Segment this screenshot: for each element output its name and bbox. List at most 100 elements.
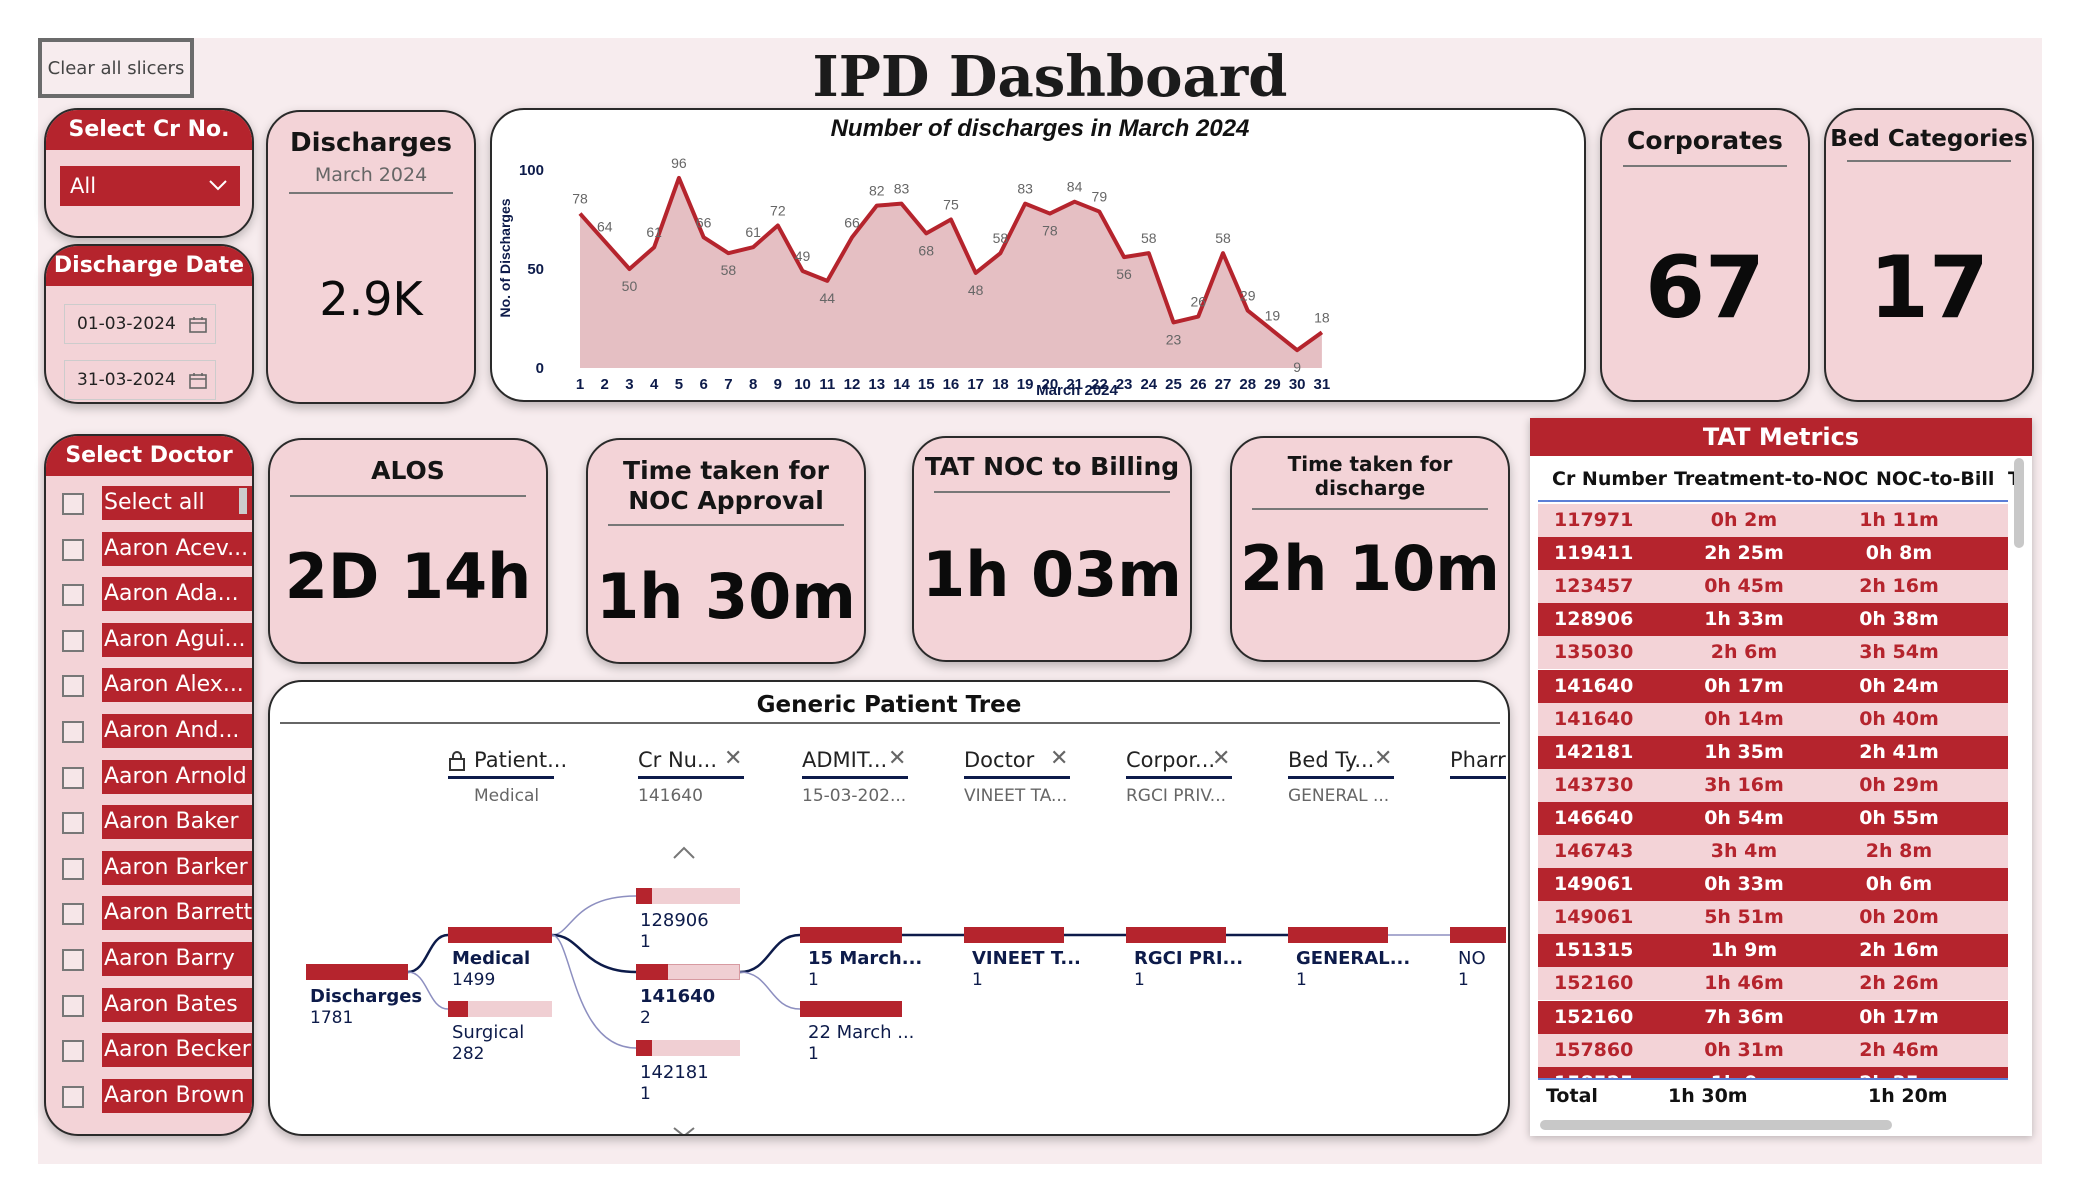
tree-node-bar[interactable] — [800, 927, 902, 943]
checkbox[interactable] — [62, 1085, 84, 1108]
tat-col-cr[interactable]: Cr Number — [1552, 468, 1668, 490]
table-row[interactable]: 149061 0h 33m 0h 6m — [1538, 868, 2008, 902]
tree-node-adm2-value: 1 — [808, 1044, 819, 1064]
tat-col-noc[interactable]: Treatment-to-NOC — [1674, 468, 1869, 490]
table-row[interactable]: 149061 5h 51m 0h 20m — [1538, 901, 2008, 935]
doctor-option[interactable]: Aaron Arnold — [46, 759, 252, 794]
table-row[interactable]: 141640 0h 17m 0h 24m — [1538, 669, 2008, 703]
table-row[interactable]: 141640 0h 14m 0h 40m — [1538, 702, 2008, 736]
chevron-down-icon[interactable] — [672, 1126, 696, 1136]
tree-node-bar[interactable] — [1288, 927, 1388, 943]
checkbox[interactable] — [62, 584, 84, 607]
tree-col-bed[interactable]: Bed Ty... — [1288, 748, 1375, 772]
checkbox[interactable] — [62, 949, 84, 971]
end-date-input[interactable]: 31-03-2024 — [64, 360, 216, 400]
doctor-option[interactable]: Aaron Barker — [46, 850, 252, 885]
table-row[interactable]: 128906 1h 33m 0h 38m — [1538, 603, 2008, 637]
tat-cell-noc: 5h 51m — [1704, 906, 1784, 929]
tree-col-patient[interactable]: Patient... — [474, 748, 568, 772]
tat-metrics-table: TAT Metrics Cr Number Treatment-to-NOC N… — [1530, 418, 2032, 1136]
tat-horizontal-scrollbar[interactable] — [1540, 1120, 1892, 1130]
doctor-option[interactable]: Aaron Bates — [46, 987, 252, 1022]
doctor-option[interactable]: Aaron Becker — [46, 1033, 252, 1068]
tree-node-bar[interactable] — [636, 1040, 652, 1056]
tree-node-cr3-value: 1 — [640, 1084, 651, 1104]
tat-cell-bill: 2h 46m — [1859, 1038, 1939, 1061]
clear-slicers-button[interactable]: Clear all slicers — [38, 38, 194, 98]
table-row[interactable]: 157860 0h 31m 2h 46m — [1538, 1033, 2008, 1067]
tree-node-bar[interactable] — [636, 888, 652, 904]
corporates-card: Corporates 67 — [1600, 108, 1810, 402]
close-icon[interactable]: ✕ — [1374, 746, 1393, 771]
doctor-option[interactable]: Aaron Ada... — [46, 577, 252, 612]
tree-col-admit[interactable]: ADMIT... — [802, 748, 888, 772]
table-row[interactable]: 158525 1h 0m2h 35m — [1538, 1066, 2008, 1078]
tree-node-bar[interactable] — [1126, 927, 1226, 943]
close-icon[interactable]: ✕ — [724, 746, 743, 771]
table-row[interactable]: 135030 2h 6m 3h 54m — [1538, 636, 2008, 670]
doctor-option[interactable]: Aaron Brown — [46, 1078, 252, 1113]
chart-x-tick: 15 — [918, 376, 935, 393]
date-slicer-title: Discharge Date — [46, 246, 252, 286]
tree-node-bar[interactable] — [636, 964, 668, 980]
doctor-list-scrollbar[interactable] — [239, 488, 247, 514]
table-row[interactable]: 151315 1h 9m 2h 16m — [1538, 934, 2008, 968]
tree-node-bar[interactable] — [800, 1001, 902, 1017]
checkbox[interactable] — [62, 857, 84, 880]
tree-node-bar[interactable] — [448, 927, 552, 943]
table-row[interactable]: 123457 0h 45m 2h 16m — [1538, 570, 2008, 604]
close-icon[interactable]: ✕ — [1212, 746, 1231, 771]
doctor-option[interactable]: Aaron And... — [46, 714, 252, 748]
table-row[interactable]: 152160 7h 36m 0h 17m — [1538, 1000, 2008, 1034]
checkbox[interactable] — [62, 766, 84, 789]
table-row[interactable]: 146743 3h 4m 2h 8m — [1538, 835, 2008, 868]
doctor-option[interactable]: Aaron Agui... — [46, 622, 252, 657]
checkbox[interactable] — [62, 675, 84, 698]
tree-col-pharmacy[interactable]: Pharr — [1450, 748, 1506, 772]
checkbox[interactable] — [62, 903, 84, 926]
checkbox[interactable] — [62, 812, 84, 835]
tree-node-bar[interactable] — [448, 1001, 468, 1017]
tree-node-bar[interactable] — [964, 927, 1064, 943]
tree-col-cr[interactable]: Cr Nu... — [638, 748, 718, 772]
tree-col-corporate[interactable]: Corpor... — [1126, 748, 1216, 772]
close-icon[interactable]: ✕ — [888, 746, 907, 771]
cr-dropdown[interactable]: All — [60, 166, 240, 206]
table-row[interactable]: 117971 0h 2m 1h 11m — [1538, 504, 2008, 537]
tree-sel-bed: GENERAL ... — [1288, 786, 1390, 806]
doctor-option[interactable]: Aaron Barry — [46, 942, 252, 976]
tree-node-medical-label: Medical — [452, 948, 531, 969]
table-row[interactable]: 146640 0h 54m 0h 55m — [1538, 801, 2008, 835]
doctor-option[interactable]: Aaron Acev... — [46, 531, 252, 566]
close-icon[interactable]: ✕ — [1050, 746, 1069, 771]
table-row[interactable]: 152160 1h 46m 2h 26m — [1538, 967, 2008, 1001]
tat-cell-noc: 1h 9m — [1710, 939, 1778, 962]
chart-series-line — [578, 175, 1324, 353]
divider — [1847, 160, 2011, 162]
tat-cell-bill: 2h 41m — [1859, 740, 1939, 763]
doctor-option[interactable]: Aaron Barrett — [46, 896, 252, 931]
checkbox[interactable] — [62, 1040, 84, 1063]
doctor-option[interactable]: Select all — [46, 486, 252, 520]
checkbox[interactable] — [62, 493, 84, 515]
checkbox[interactable] — [62, 721, 84, 743]
table-row[interactable]: 119411 2h 25m 0h 8m — [1538, 537, 2008, 571]
table-row[interactable]: 143730 3h 16m 0h 29m — [1538, 768, 2008, 802]
tree-node-bar[interactable] — [1450, 927, 1506, 943]
tat-cell-cr: 143730 — [1554, 773, 1634, 796]
chevron-up-icon[interactable] — [672, 846, 696, 860]
checkbox[interactable] — [62, 994, 84, 1017]
tree-node-corp-label: RGCI PRI... — [1134, 948, 1244, 969]
start-date-input[interactable]: 01-03-2024 — [64, 304, 216, 344]
tat-cell-bill: 2h 16m — [1859, 575, 1939, 598]
tree-node-bar[interactable] — [306, 964, 408, 980]
tat-vertical-scrollbar[interactable] — [2014, 458, 2024, 548]
table-row[interactable]: 142181 1h 35m 2h 41m — [1538, 735, 2008, 769]
checkbox[interactable] — [62, 629, 84, 652]
tree-col-doctor[interactable]: Doctor — [964, 748, 1035, 772]
doctor-option[interactable]: Aaron Alex... — [46, 668, 252, 703]
checkbox[interactable] — [62, 538, 84, 561]
doctor-option[interactable]: Aaron Baker — [46, 805, 252, 840]
divider — [638, 776, 744, 779]
tat-col-bill[interactable]: NOC-to-Bill — [1876, 468, 1995, 490]
